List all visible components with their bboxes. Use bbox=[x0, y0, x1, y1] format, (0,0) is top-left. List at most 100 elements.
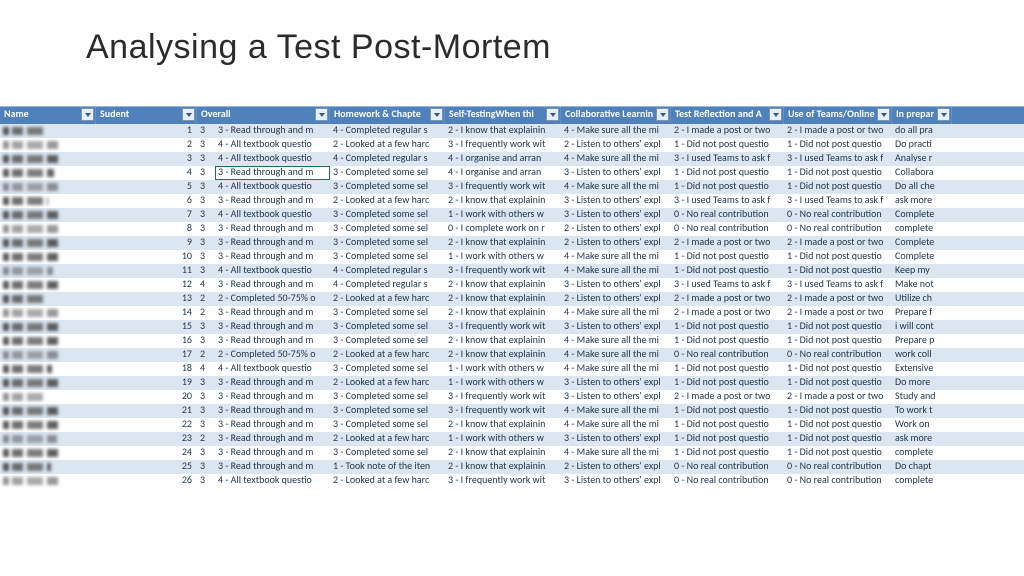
cell-teams[interactable]: 0 - No real contribution bbox=[784, 460, 892, 474]
cell-preparation[interactable]: 3 - Read through and m bbox=[215, 250, 330, 264]
cell-student-num[interactable]: 20 bbox=[96, 390, 197, 404]
cell-overall[interactable]: 3 bbox=[197, 124, 215, 138]
cell-improve[interactable]: Complete bbox=[892, 208, 952, 222]
cell-homework[interactable]: 3 - Completed some sel bbox=[330, 208, 445, 222]
cell-selftest[interactable]: 2 - I know that explainin bbox=[445, 348, 561, 362]
cell-preparation[interactable]: 4 - All textbook questio bbox=[215, 474, 330, 488]
cell-homework[interactable]: 3 - Completed some sel bbox=[330, 418, 445, 432]
cell-improve[interactable]: ask more bbox=[892, 194, 952, 208]
cell-collab[interactable]: 3 - Listen to others' expl bbox=[561, 390, 671, 404]
cell-selftest[interactable]: 2 - I know that explainin bbox=[445, 236, 561, 250]
cell-homework[interactable]: 2 - Looked at a few harc bbox=[330, 194, 445, 208]
cell-improve[interactable]: do all pra bbox=[892, 124, 952, 138]
cell-reflection[interactable]: 0 - No real contribution bbox=[671, 208, 784, 222]
cell-reflection[interactable]: 2 - I made a post or two bbox=[671, 292, 784, 306]
filter-icon[interactable] bbox=[81, 108, 94, 121]
cell-selftest[interactable]: 0 - I complete work on r bbox=[445, 222, 561, 236]
cell-selftest[interactable]: 2 - I know that explainin bbox=[445, 194, 561, 208]
cell-reflection[interactable]: 3 - I used Teams to ask f bbox=[671, 278, 784, 292]
cell-name[interactable] bbox=[0, 362, 96, 376]
cell-homework[interactable]: 3 - Completed some sel bbox=[330, 236, 445, 250]
cell-reflection[interactable]: 1 - Did not post questio bbox=[671, 264, 784, 278]
cell-selftest[interactable]: 1 - I work with others w bbox=[445, 362, 561, 376]
cell-name[interactable] bbox=[0, 208, 96, 222]
cell-name[interactable] bbox=[0, 278, 96, 292]
cell-preparation[interactable]: 3 - Read through and m bbox=[215, 320, 330, 334]
cell-student-num[interactable]: 3 bbox=[96, 152, 197, 166]
cell-name[interactable] bbox=[0, 152, 96, 166]
cell-overall[interactable]: 2 bbox=[197, 306, 215, 320]
cell-collab[interactable]: 4 - Make sure all the mi bbox=[561, 264, 671, 278]
cell-teams[interactable]: 3 - I used Teams to ask f bbox=[784, 194, 892, 208]
cell-reflection[interactable]: 1 - Did not post questio bbox=[671, 166, 784, 180]
filter-icon[interactable] bbox=[937, 108, 950, 121]
cell-selftest[interactable]: 2 - I know that explainin bbox=[445, 278, 561, 292]
filter-icon[interactable] bbox=[315, 108, 328, 121]
cell-preparation[interactable]: 3 - Read through and m bbox=[215, 404, 330, 418]
cell-reflection[interactable]: 1 - Did not post questio bbox=[671, 446, 784, 460]
cell-preparation[interactable]: 3 - Read through and m bbox=[215, 418, 330, 432]
cell-selftest[interactable]: 2 - I know that explainin bbox=[445, 334, 561, 348]
cell-teams[interactable]: 0 - No real contribution bbox=[784, 474, 892, 488]
cell-homework[interactable]: 3 - Completed some sel bbox=[330, 222, 445, 236]
cell-student-num[interactable]: 16 bbox=[96, 334, 197, 348]
cell-homework[interactable]: 3 - Completed some sel bbox=[330, 250, 445, 264]
cell-reflection[interactable]: 1 - Did not post questio bbox=[671, 418, 784, 432]
cell-homework[interactable]: 3 - Completed some sel bbox=[330, 362, 445, 376]
cell-name[interactable] bbox=[0, 138, 96, 152]
cell-reflection[interactable]: 1 - Did not post questio bbox=[671, 376, 784, 390]
cell-student-num[interactable]: 14 bbox=[96, 306, 197, 320]
cell-teams[interactable]: 1 - Did not post questio bbox=[784, 334, 892, 348]
cell-homework[interactable]: 4 - Completed regular s bbox=[330, 124, 445, 138]
cell-preparation[interactable]: 4 - All textbook questio bbox=[215, 180, 330, 194]
cell-student-num[interactable]: 22 bbox=[96, 418, 197, 432]
cell-teams[interactable]: 0 - No real contribution bbox=[784, 208, 892, 222]
cell-collab[interactable]: 2 - Listen to others' expl bbox=[561, 236, 671, 250]
cell-homework[interactable]: 3 - Completed some sel bbox=[330, 404, 445, 418]
col-header-homework[interactable]: Homework & Chapte bbox=[330, 107, 445, 124]
cell-selftest[interactable]: 3 - I frequently work wit bbox=[445, 264, 561, 278]
cell-student-num[interactable]: 4 bbox=[96, 166, 197, 180]
cell-overall[interactable]: 2 bbox=[197, 292, 215, 306]
cell-collab[interactable]: 2 - Listen to others' expl bbox=[561, 292, 671, 306]
col-header-teams[interactable]: Use of Teams/Online bbox=[784, 107, 892, 124]
cell-preparation[interactable]: 3 - Read through and m bbox=[215, 390, 330, 404]
cell-selftest[interactable]: 3 - I frequently work wit bbox=[445, 474, 561, 488]
cell-homework[interactable]: 3 - Completed some sel bbox=[330, 320, 445, 334]
cell-collab[interactable]: 3 - Listen to others' expl bbox=[561, 432, 671, 446]
cell-reflection[interactable]: 2 - I made a post or two bbox=[671, 390, 784, 404]
cell-homework[interactable]: 3 - Completed some sel bbox=[330, 166, 445, 180]
cell-preparation[interactable]: 3 - Read through and m bbox=[215, 376, 330, 390]
cell-homework[interactable]: 2 - Looked at a few harc bbox=[330, 376, 445, 390]
cell-overall[interactable]: 3 bbox=[197, 138, 215, 152]
cell-name[interactable] bbox=[0, 194, 96, 208]
cell-name[interactable] bbox=[0, 320, 96, 334]
cell-teams[interactable]: 2 - I made a post or two bbox=[784, 236, 892, 250]
cell-name[interactable] bbox=[0, 166, 96, 180]
cell-reflection[interactable]: 3 - I used Teams to ask f bbox=[671, 194, 784, 208]
cell-improve[interactable]: complete bbox=[892, 474, 952, 488]
col-header-overall[interactable]: Overall bbox=[197, 107, 330, 124]
cell-overall[interactable]: 3 bbox=[197, 250, 215, 264]
cell-collab[interactable]: 2 - Listen to others' expl bbox=[561, 138, 671, 152]
cell-homework[interactable]: 2 - Looked at a few harc bbox=[330, 138, 445, 152]
cell-homework[interactable]: 1 - Took note of the iten bbox=[330, 460, 445, 474]
filter-icon[interactable] bbox=[430, 108, 443, 121]
cell-selftest[interactable]: 2 - I know that explainin bbox=[445, 418, 561, 432]
cell-reflection[interactable]: 1 - Did not post questio bbox=[671, 404, 784, 418]
cell-teams[interactable]: 2 - I made a post or two bbox=[784, 292, 892, 306]
filter-icon[interactable] bbox=[182, 108, 195, 121]
cell-teams[interactable]: 1 - Did not post questio bbox=[784, 432, 892, 446]
cell-teams[interactable]: 0 - No real contribution bbox=[784, 222, 892, 236]
cell-preparation[interactable]: 3 - Read through and m bbox=[215, 124, 330, 138]
filter-icon[interactable] bbox=[546, 108, 559, 121]
col-header-student[interactable]: Sudent bbox=[96, 107, 197, 124]
cell-reflection[interactable]: 1 - Did not post questio bbox=[671, 320, 784, 334]
cell-preparation[interactable]: 3 - Read through and m bbox=[215, 222, 330, 236]
cell-collab[interactable]: 2 - Listen to others' expl bbox=[561, 460, 671, 474]
cell-improve[interactable]: Utilize ch bbox=[892, 292, 952, 306]
cell-preparation[interactable]: 3 - Read through and m bbox=[215, 236, 330, 250]
cell-improve[interactable]: complete bbox=[892, 222, 952, 236]
cell-selftest[interactable]: 1 - I work with others w bbox=[445, 250, 561, 264]
cell-selftest[interactable]: 1 - I work with others w bbox=[445, 432, 561, 446]
